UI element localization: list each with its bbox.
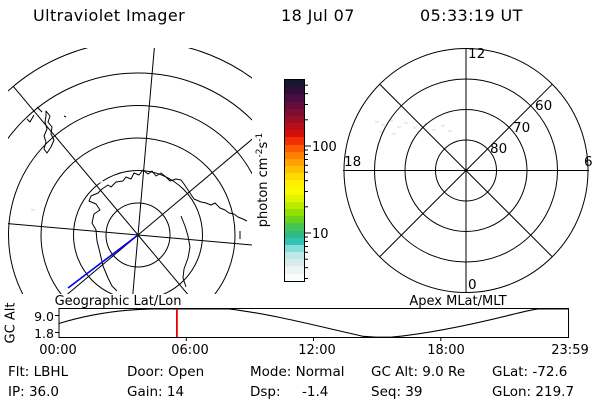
unit-sup1: -2 [254, 148, 265, 158]
gc-alt-curve [58, 308, 569, 338]
status-dsp: Dsp: -1.4 [250, 384, 329, 400]
gc-alt-strip-chart [55, 308, 569, 341]
unit-base2: s [256, 141, 272, 149]
strip-chart-ticks [55, 315, 442, 341]
mlt-label-18: 18 [344, 154, 361, 170]
mlt-label-6: 6 [584, 154, 593, 170]
strip-chart-ylabel: GC Alt [3, 302, 19, 344]
south-america-coastline [26, 106, 67, 154]
status-glon: GLon: 219.7 [492, 384, 575, 400]
mlat-label-80: 80 [490, 141, 507, 157]
ytick-1.8: 1.8 [34, 326, 54, 341]
colorbar [284, 79, 305, 282]
status-ip: IP: 36.0 [8, 384, 60, 400]
status-glat: GLat: -72.6 [492, 364, 568, 380]
colorbar-unit-label: photon cm-2s-1 [255, 133, 271, 227]
mlt-label-0: 0 [468, 277, 477, 293]
mlat-label-60: 60 [535, 98, 552, 114]
mlt-label-12: 12 [468, 46, 485, 62]
xtick-0600: 06:00 [171, 343, 209, 358]
xtick-1800: 18:00 [427, 343, 465, 358]
map-faint-emission-marks [31, 181, 103, 211]
mlat-label-70: 70 [513, 120, 530, 136]
header-time: 05:33:19 UT [420, 6, 523, 25]
geographic-map-panel [8, 48, 252, 294]
status-mode: Mode: Normal [250, 364, 345, 380]
status-seq: Seq: 39 [371, 384, 423, 400]
lat-lon-grid [8, 48, 252, 294]
xtick-2359: 23:59 [551, 343, 589, 358]
page-title: Ultraviolet Imager [33, 6, 186, 25]
antarctica-coastline [88, 169, 248, 292]
apex-polar-panel: 12 18 6 0 60 70 80 [343, 46, 593, 293]
mlat-mlt-grid [343, 48, 589, 293]
status-door: Door: Open [127, 364, 205, 380]
polar-faint-emission-marks [375, 120, 452, 135]
header-date: 18 Jul 07 [281, 6, 355, 25]
status-gc-alt: GC Alt: 9.0 Re [371, 364, 466, 380]
map-caption: Geographic Lat/Lon [54, 294, 182, 309]
strip-chart-frame [58, 308, 569, 338]
colorbar-tick-10: 10 [312, 227, 329, 242]
xtick-0000: 00:00 [39, 343, 77, 358]
unit-base1: photon cm [256, 157, 272, 228]
status-gain: Gain: 14 [127, 384, 185, 400]
colorbar-tick-100: 100 [312, 140, 337, 155]
status-flt: Flt: LBHL [8, 364, 69, 380]
antarctic-peninsula-coastline [180, 215, 191, 288]
orbit-track-line [67, 234, 139, 289]
xtick-1200: 12:00 [298, 343, 336, 358]
colorbar-axis: 100 10 [305, 84, 337, 279]
ytick-9.0: 9.0 [34, 309, 54, 324]
unit-sup2: -1 [254, 132, 265, 142]
polar-caption: Apex MLat/MLT [409, 294, 507, 309]
